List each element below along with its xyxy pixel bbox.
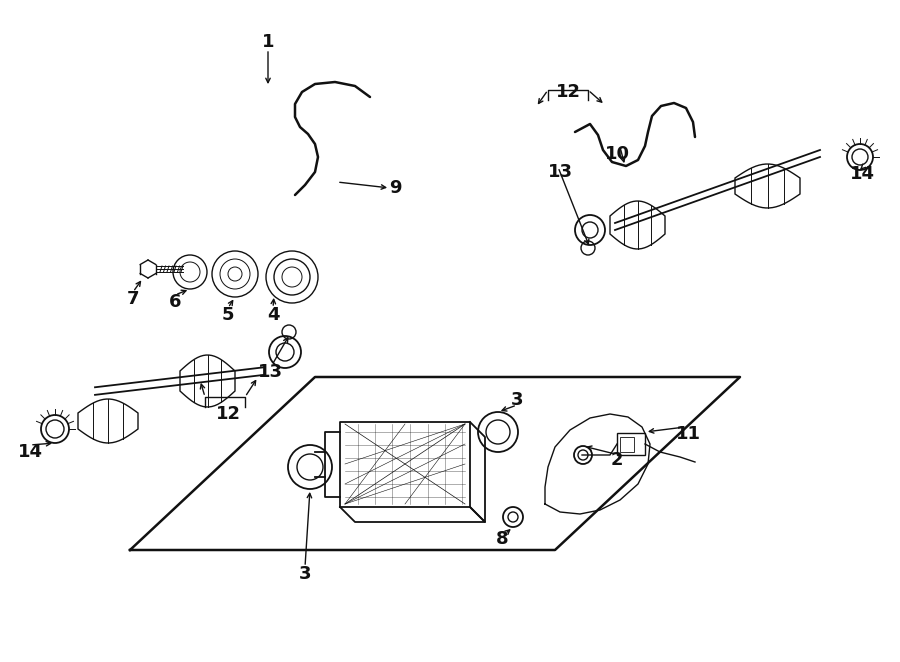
Text: 9: 9	[389, 179, 401, 197]
Text: 12: 12	[555, 83, 580, 101]
Text: 11: 11	[676, 425, 700, 443]
Text: 4: 4	[266, 306, 279, 324]
Text: 3: 3	[511, 391, 523, 409]
Text: 14: 14	[850, 165, 875, 183]
Text: 14: 14	[17, 443, 42, 461]
Text: 13: 13	[257, 363, 283, 381]
Text: 13: 13	[547, 163, 572, 181]
Text: 8: 8	[496, 530, 508, 548]
Text: 7: 7	[127, 290, 140, 308]
Text: 12: 12	[215, 405, 240, 423]
Text: 10: 10	[605, 145, 629, 163]
Text: 3: 3	[299, 565, 311, 583]
Text: 6: 6	[169, 293, 181, 311]
Text: 1: 1	[262, 33, 274, 51]
Text: 5: 5	[221, 306, 234, 324]
Text: 2: 2	[611, 451, 623, 469]
